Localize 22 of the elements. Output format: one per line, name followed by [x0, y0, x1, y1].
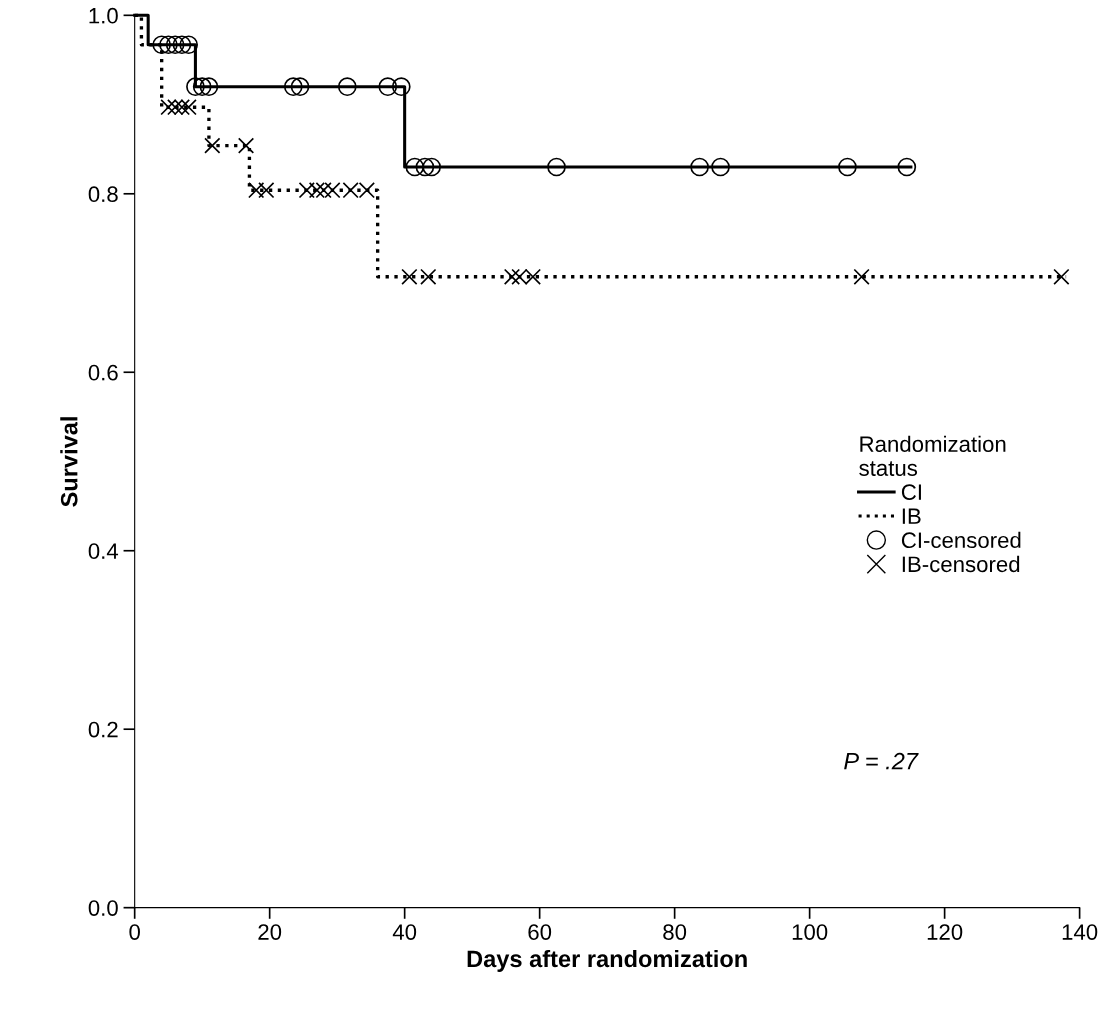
y-tick-label: 0.2	[88, 721, 118, 738]
y-tick-label: 0.8	[88, 186, 118, 203]
legend-title: Randomization status	[859, 435, 1006, 476]
x-axis-title: Days after randomization	[467, 949, 747, 972]
legend-label: IB-censored	[902, 555, 1020, 573]
y-tick-label: 0.4	[88, 543, 119, 559]
x-tick-label: 140	[1062, 924, 1098, 940]
legend-label: IB	[902, 508, 921, 524]
y-axis-title: Survival	[60, 417, 78, 507]
y-tick-label: 0.6	[88, 364, 118, 381]
legend-label: CI-censored	[901, 531, 1021, 549]
x-tick-label: 120	[927, 924, 963, 940]
legend-label: CI	[901, 484, 921, 500]
y-tick-label: 0.0	[88, 900, 118, 916]
x-tick-label: 60	[528, 924, 552, 940]
x-tick-label: 40	[392, 924, 417, 940]
y-tick-label: 1.0	[89, 7, 118, 24]
x-tick-label: 100	[792, 924, 828, 940]
annotation: P = .27	[844, 752, 919, 770]
x-tick-label: 0	[129, 924, 140, 940]
x-tick-label: 80	[663, 924, 687, 940]
x-tick-label: 20	[258, 924, 282, 940]
